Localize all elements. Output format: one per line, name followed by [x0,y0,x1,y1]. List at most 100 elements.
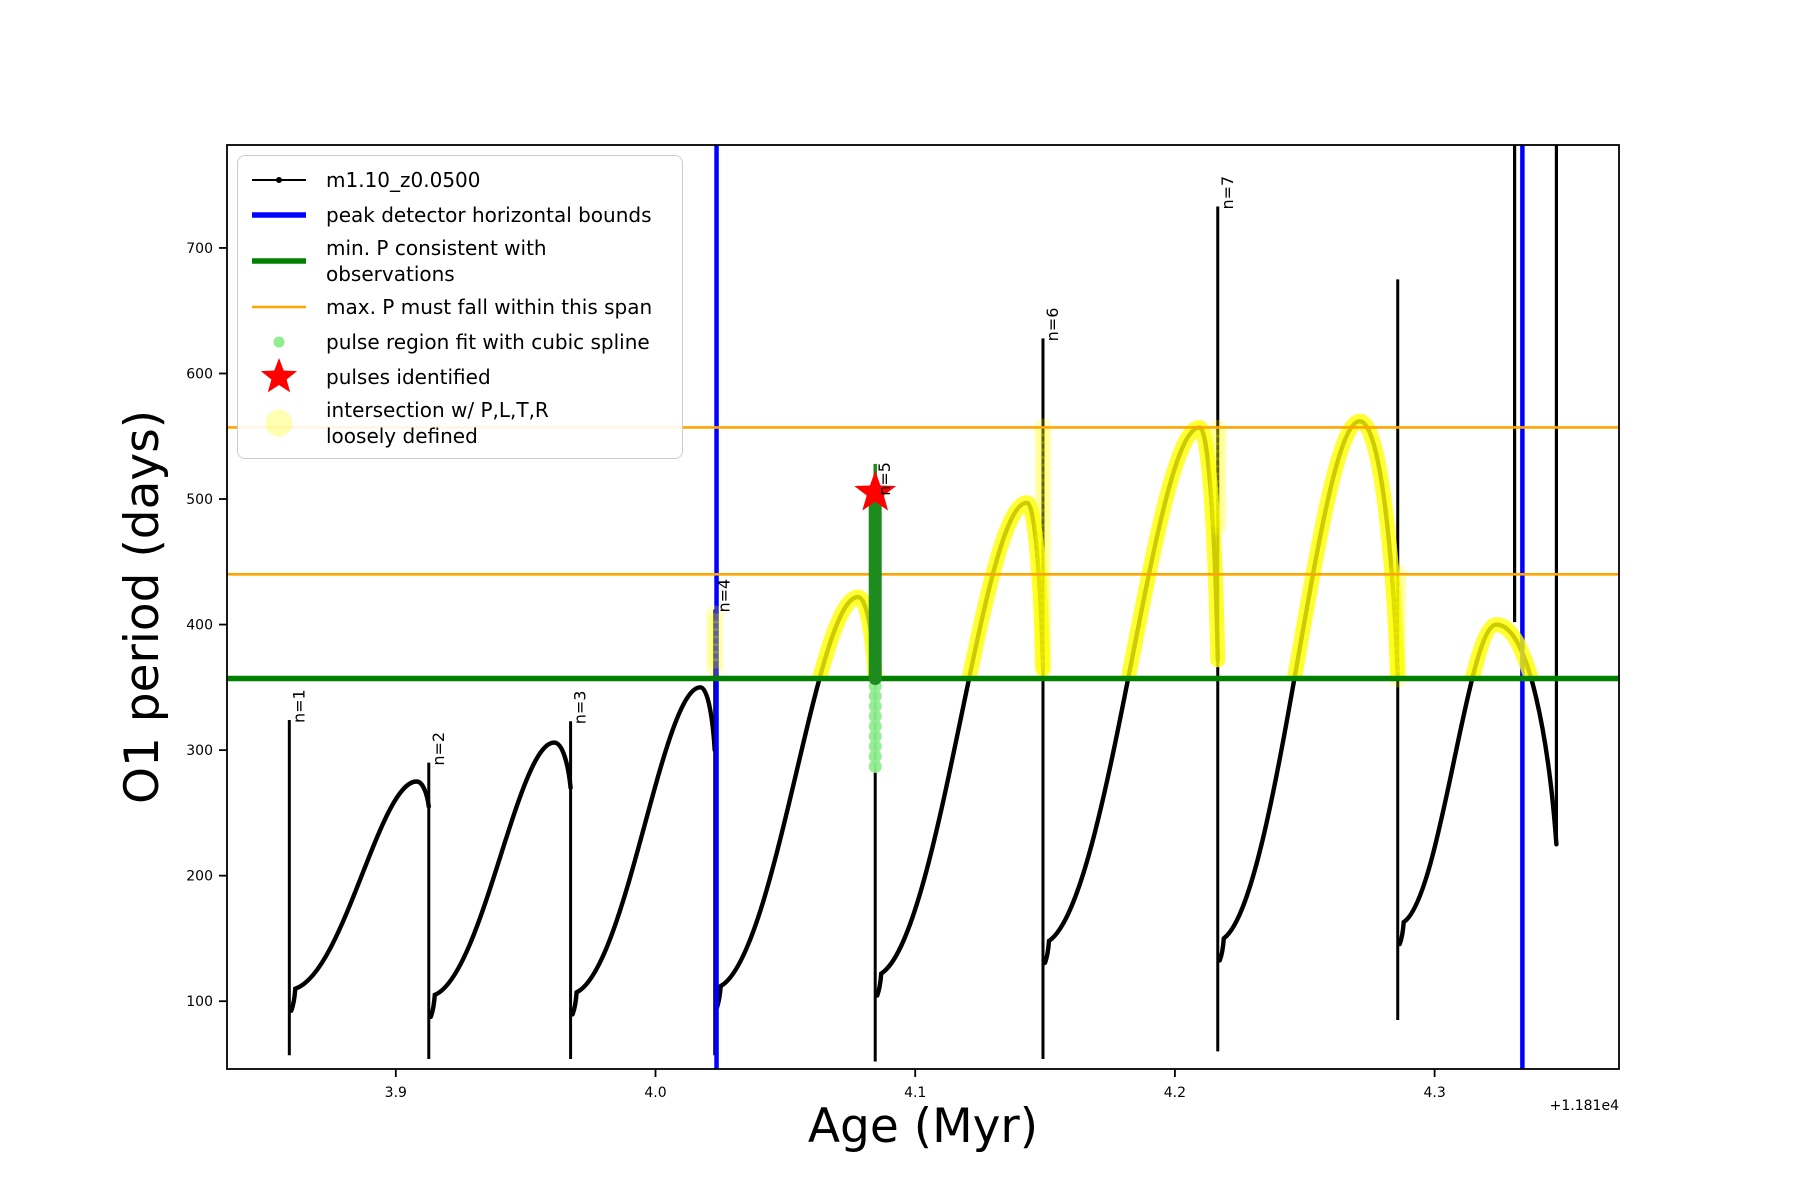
intersection-highlight-bead-8 [1388,662,1407,681]
intersection-highlight-bead-8 [1388,616,1407,635]
intersection-highlight-bead-7 [1208,427,1227,446]
x-tick-label: 4.2 [1164,1085,1186,1101]
intersection-highlight-arch-4 [811,589,883,679]
generated-chart-layers: 3.9 4.0 4.1 4.2 4.3 100 200 300 400 500 600 700 n=1 n… [186,144,1620,1101]
thick-line-legend-marker-icon [252,212,306,218]
intersection-highlight-bead-6 [1033,576,1052,595]
intersection-highlight-bead-6 [1033,554,1052,573]
pulse-label-5: n=5 [875,462,894,496]
intersection-highlight-bead-6 [1033,501,1052,520]
dot-small-glyph [273,336,285,348]
intersection-highlight-bead-4 [705,643,724,662]
intersection-highlight-arch-7 [1286,413,1406,679]
pulse-label-4: n=4 [715,579,734,613]
legend-item-label: pulse region fit with cubic spline [326,330,650,354]
intersection-highlight-bead-6 [1033,651,1052,670]
intersection-highlight-bead-6 [1033,659,1052,678]
pulse-label-2: n=2 [429,732,448,766]
intersection-highlight-bead-6 [1033,614,1052,633]
intersection-highlight-bead-6 [1033,606,1052,625]
intersection-highlight-bead-4 [705,628,724,647]
legend-item-label: peak detector horizontal bounds [326,203,652,227]
spline-fit-dot [868,759,882,773]
intersection-highlight-bead-6 [1033,493,1052,512]
curve-arch-5 [875,500,1046,998]
curve-arch-1 [289,779,431,1013]
intersection-highlight-bead-8 [1388,579,1407,598]
intersection-highlight-bead-7 [1208,457,1227,476]
star-glyph [260,358,298,393]
legend-item-2: peak detector horizontal bounds [248,200,670,230]
y-tick-label: 200 [186,869,213,885]
intersection-highlight-bead-6 [1033,546,1052,565]
legend-item-label: intersection w/ P,L,T,R loosely defined [326,398,549,448]
dot-large-marker [248,408,310,438]
intersection-highlight-bead-7 [1208,487,1227,506]
intersection-highlight-arch-8 [1464,617,1539,679]
intersection-highlight-bead-8 [1388,624,1407,643]
intersection-highlight-bead-8 [1388,631,1407,650]
x-tick-label: 3.9 [385,1085,407,1101]
y-tick-label: 100 [186,994,213,1010]
intersection-highlight-bead-8 [1388,594,1407,613]
intersection-highlight-bead-6 [1033,629,1052,648]
curve-arch-4 [714,594,878,1011]
x-tick-label: 4.3 [1423,1085,1445,1101]
intersection-highlight-bead-8 [1388,586,1407,605]
intersection-highlight-bead-6 [1033,538,1052,557]
legend-item-label: max. P must fall within this span [326,295,653,319]
intersection-highlight-bead-6 [1033,584,1052,603]
x-tick-label: 4.1 [904,1085,926,1101]
intersection-highlight-bead-7 [1208,495,1227,514]
line-dot-marker [248,165,310,195]
intersection-highlight-bead-7 [1208,442,1227,461]
intersection-highlight-bead-7 [1208,510,1227,529]
intersection-highlight-bead-6 [1033,508,1052,527]
spline-fit-dot [868,709,882,723]
dot-large-legend-marker-icon [265,409,293,437]
thick-line-legend-marker-icon [252,258,306,264]
spline-fit-dot [868,739,882,753]
legend-item-1: m1.10_z0.0500 [248,165,670,195]
intersection-highlight-bead-8 [1388,609,1407,628]
intersection-highlight-bead-4 [705,635,724,654]
intersection-highlight-bead-6 [1033,523,1052,542]
identified-pulse-star [854,470,897,511]
intersection-highlight-bead-6 [1033,644,1052,663]
intersection-highlight-bead-6 [1033,516,1052,535]
spline-fit-dot [868,719,882,733]
curve-arch-3 [570,685,717,1017]
intersection-highlight-bead-6 [1033,478,1052,497]
y-axis-label: O1 period (days) [115,410,170,804]
legend-item-4: max. P must fall within this span [248,292,670,322]
line-dot-glyph [276,177,282,183]
curve-arch-7 [1217,418,1400,963]
dot-large-glyph [265,409,293,437]
pulse-label-1: n=1 [289,689,308,723]
legend-item-label: m1.10_z0.0500 [326,168,481,192]
intersection-highlight-bead-4 [705,658,724,677]
x-tick-label: 4.0 [644,1085,666,1101]
legend-item-label: pulses identified [326,365,491,389]
intersection-highlight-bead-6 [1033,441,1052,460]
intersection-highlight-bead-8 [1388,601,1407,620]
line-dot-legend-marker-icon [252,177,306,183]
star-legend-marker-icon [260,358,298,393]
dot-small-legend-marker-icon [273,336,285,348]
curve-arch-2 [428,740,573,1020]
intersection-highlight-bead-4 [705,613,724,632]
intersection-highlight-bead-6 [1033,471,1052,490]
star-marker [248,358,310,393]
intersection-highlight-bead-6 [1033,531,1052,550]
legend-item-label: min. P consistent with observations [326,236,547,286]
intersection-highlight-bead-8 [1388,646,1407,665]
intersection-highlight-bead-7 [1208,434,1227,453]
axes-frame [226,144,1620,1070]
intersection-highlight-bead-7 [1208,502,1227,521]
dot-small-marker [248,327,310,357]
intersection-highlight-bead-7 [1208,517,1227,536]
intersection-highlight-bead-4 [705,620,724,639]
x-axis-label: Age (Myr) [808,1099,1038,1154]
